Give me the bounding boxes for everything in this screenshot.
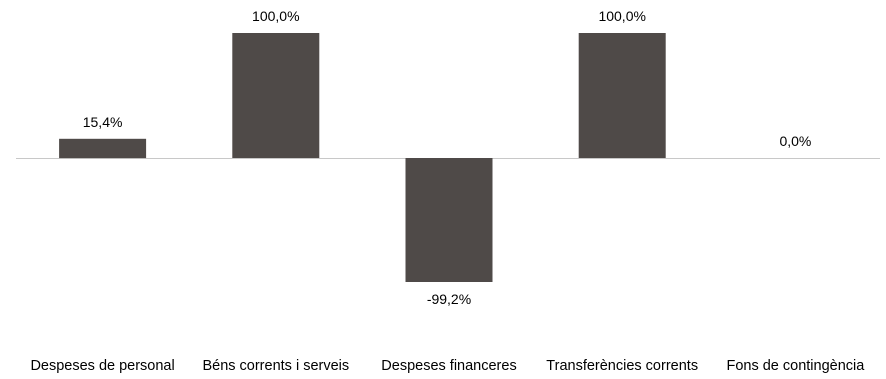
bar-series [59, 33, 666, 282]
data-label-1: 100,0% [252, 8, 299, 24]
bar-3 [579, 33, 666, 158]
category-label-4: Fons de contingència [726, 358, 865, 374]
bar-2 [406, 158, 493, 282]
data-label-3: 100,0% [598, 8, 645, 24]
category-labels: Despeses de personal Béns corrents i serv… [30, 358, 865, 374]
bar-1 [232, 33, 319, 158]
category-label-3: Transferències corrents [546, 358, 698, 374]
category-label-2: Despeses financeres [381, 358, 516, 374]
category-label-0: Despeses de personal [30, 358, 174, 374]
category-label-1: Béns corrents i serveis [202, 358, 349, 374]
data-label-4: 0,0% [779, 133, 811, 149]
data-label-0: 15,4% [83, 114, 123, 130]
bar-0 [59, 139, 146, 158]
data-label-2: -99,2% [427, 291, 471, 307]
